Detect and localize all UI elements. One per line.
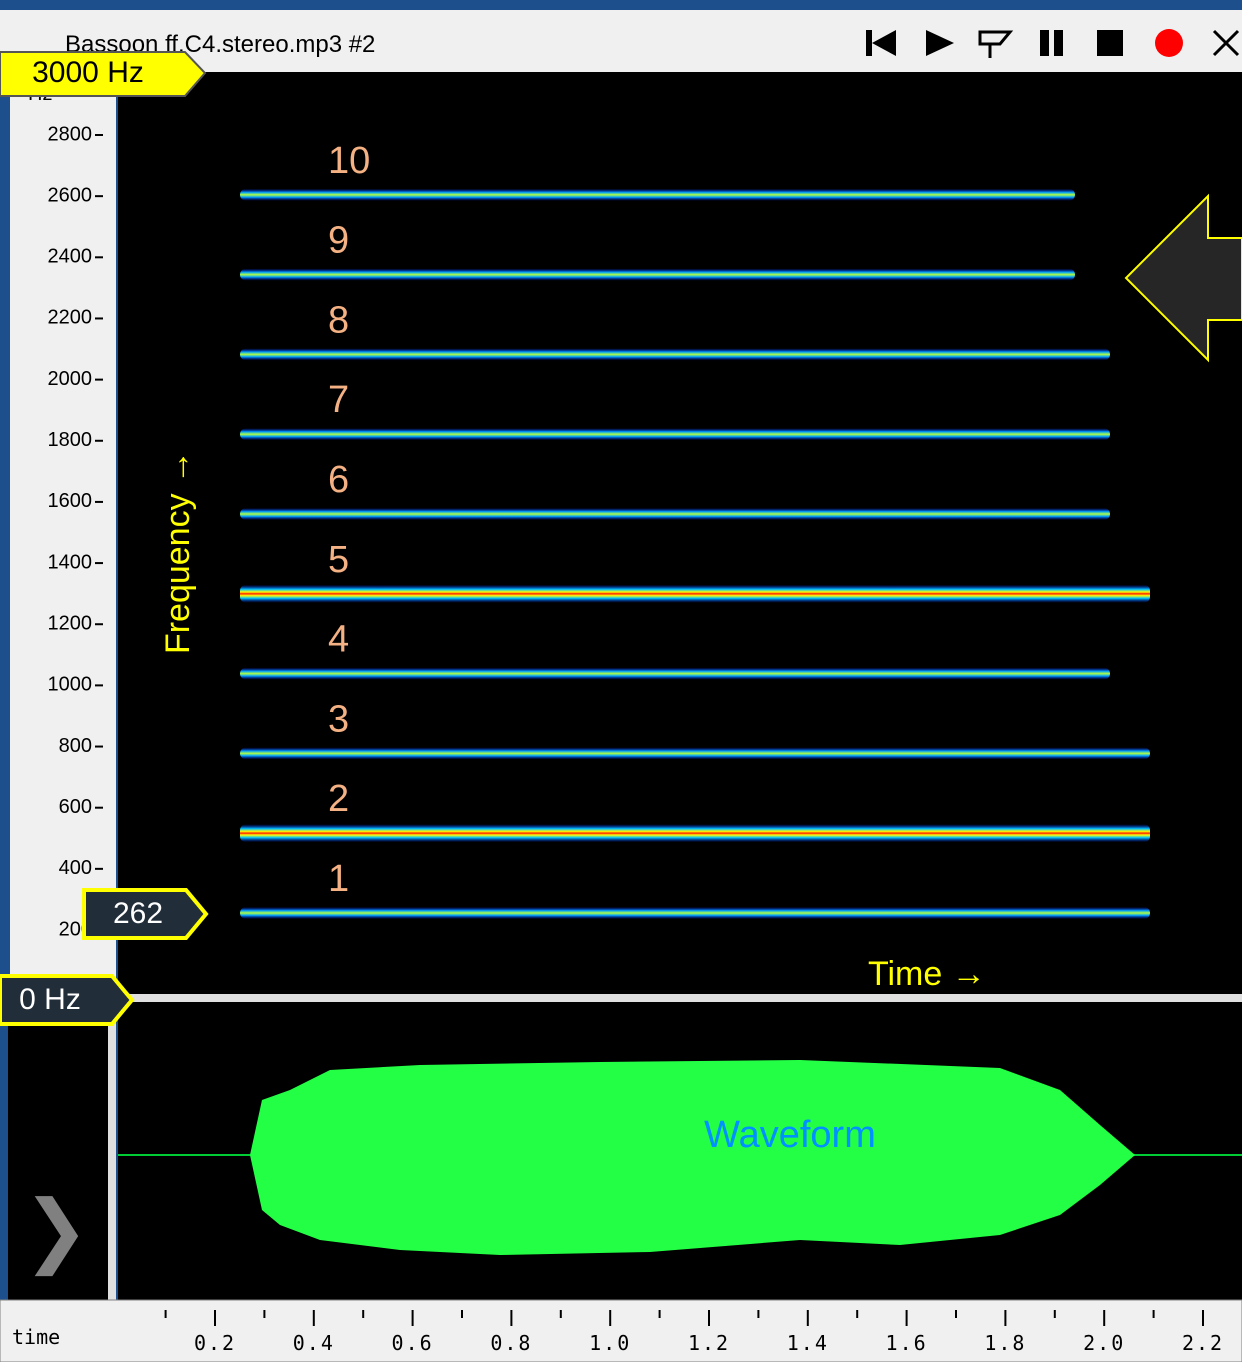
harmonic-number: 2 [328,778,349,820]
time-tick-label: 2.0 [1083,1331,1125,1355]
stop-button[interactable] [1097,30,1123,56]
time-unit: time [12,1325,60,1349]
expand-button[interactable]: ❯ [22,1183,89,1277]
frequency-tick-label: 2000 [48,368,93,390]
frequency-tick-label: 2800 [48,123,93,145]
time-label: Time → [868,955,986,993]
waveform [250,1060,1135,1255]
spectrogram-window: Bassoon ff.C4.stereo.mp3 #2 Hz ❯ Wavefor… [0,0,1242,1362]
time-tick-label: 1.2 [688,1331,730,1355]
time-tick-label: 2.2 [1182,1331,1224,1355]
frequency-tick-label: 400 [59,857,92,879]
harmonic-number: 10 [328,140,370,182]
harmonic-trace [240,428,1110,440]
frequency-tick-label: 2600 [48,184,93,206]
divider [0,994,1242,1002]
frequency-tick-label: 1600 [48,490,93,512]
time-tick-label: 1.6 [886,1331,928,1355]
harmonic-number: 7 [328,379,349,421]
harmonic-number: 4 [328,619,349,661]
callout-top: 3000 Hz [32,56,144,89]
harmonic-trace [240,747,1150,759]
harmonic-trace [240,907,1150,919]
harmonic-trace [240,508,1110,520]
harmonic-number: 1 [328,858,349,900]
frequency-tick-label: 2400 [48,246,93,268]
harmonic-trace [240,348,1110,360]
frequency-tick-label: 1800 [48,429,93,451]
harmonic-trace [240,269,1075,281]
harmonic-number: 9 [328,220,349,262]
time-tick-label: 0.6 [392,1331,434,1355]
harmonic-trace [240,189,1075,201]
frequency-tick-label: 1000 [48,674,93,696]
frequency-tick-label: 1200 [48,613,93,635]
harmonic-trace [240,585,1150,603]
callout-fundamental: 262 [113,897,163,930]
time-tick-label: 0.8 [490,1331,532,1355]
frequency-tick-label: 2200 [48,307,93,329]
waveform-label: Waveform [704,1114,876,1156]
time-tick-label: 1.8 [984,1331,1026,1355]
time-tick-label: 0.4 [293,1331,335,1355]
harmonic-trace [240,668,1110,680]
harmonic-number: 3 [328,698,349,740]
harmonic-number: 5 [328,539,349,581]
frequency-axis-panel [10,72,116,994]
frequency-label: Frequency → [159,450,197,654]
time-tick-label: 0.2 [194,1331,236,1355]
time-tick-label: 1.4 [787,1331,829,1355]
frequency-tick-label: 1400 [48,551,93,573]
callout-bottom: 0 Hz [19,983,81,1016]
harmonic-number: 8 [328,299,349,341]
harmonic-number: 6 [328,459,349,501]
time-tick-label: 1.0 [589,1331,631,1355]
frequency-tick-label: 800 [59,735,92,757]
spectrogram [118,72,1242,994]
record-button[interactable] [1155,29,1183,57]
harmonic-trace [240,824,1150,842]
frequency-tick-label: 600 [59,796,92,818]
divider [108,1002,116,1300]
